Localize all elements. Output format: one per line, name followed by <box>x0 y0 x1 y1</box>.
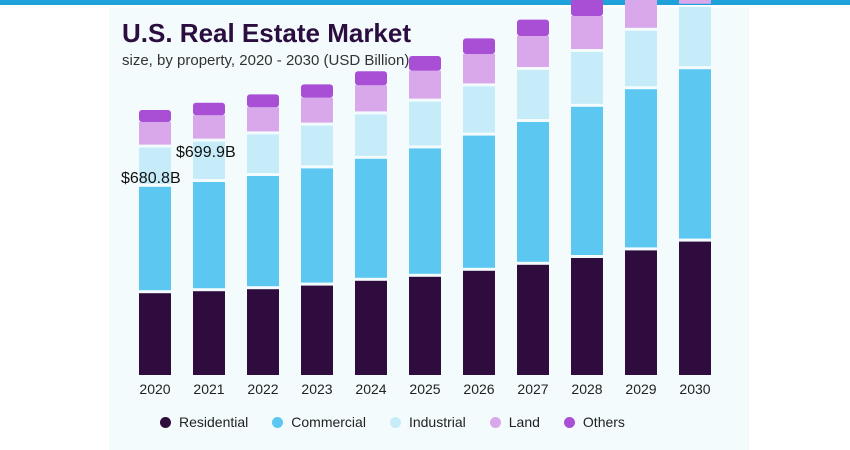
bar-residential-2030 <box>679 241 711 375</box>
bar-residential-2024 <box>355 280 387 375</box>
legend-swatch <box>563 416 575 428</box>
x-tick-label: 2027 <box>517 381 548 397</box>
bar-residential-2029 <box>625 250 657 375</box>
bar-land-2029 <box>625 0 657 28</box>
bar-commercial-2030 <box>679 69 711 239</box>
bar-commercial-2020 <box>139 186 171 291</box>
bar-land-2027 <box>517 36 549 67</box>
bar-others-2028 <box>571 0 603 16</box>
bar-land-2028 <box>571 16 603 49</box>
bar-industrial-2026 <box>463 86 495 133</box>
bar-land-2025 <box>409 70 441 99</box>
chart-legend: Residential Commercial Industrial Land Other… <box>160 412 720 432</box>
x-tick-label: 2023 <box>301 381 332 397</box>
bar-land-2021 <box>193 115 225 139</box>
legend-label: Industrial <box>408 414 466 430</box>
bar-residential-2022 <box>247 289 279 375</box>
bar-others-2027 <box>517 19 549 36</box>
legend-item-residential: Residential <box>160 414 248 430</box>
annotation-2021-total: $699.9B <box>176 144 236 161</box>
bar-industrial-2027 <box>517 70 549 119</box>
bar-commercial-2022 <box>247 176 279 287</box>
bar-industrial-2023 <box>301 125 333 166</box>
bar-industrial-2025 <box>409 101 441 146</box>
bar-commercial-2028 <box>571 106 603 255</box>
x-tick-label: 2030 <box>679 381 710 397</box>
bar-residential-2021 <box>193 291 225 375</box>
bar-industrial-2022 <box>247 134 279 173</box>
x-tick-label: 2028 <box>571 381 602 397</box>
bar-commercial-2023 <box>301 168 333 283</box>
x-tick-label: 2020 <box>139 381 170 397</box>
legend-label: Others <box>582 414 625 430</box>
x-tick-label: 2021 <box>193 381 224 397</box>
bar-land-2022 <box>247 107 279 132</box>
bar-commercial-2026 <box>463 135 495 268</box>
bar-industrial-2029 <box>625 30 657 87</box>
bar-commercial-2029 <box>625 89 657 248</box>
legend-label: Land <box>508 414 540 430</box>
legend-swatch <box>389 416 401 428</box>
bar-land-2026 <box>463 54 495 84</box>
x-tick-label: 2022 <box>247 381 278 397</box>
legend-label: Residential <box>179 414 249 430</box>
bar-others-2024 <box>355 71 387 86</box>
bar-industrial-2030 <box>679 6 711 67</box>
bar-others-2021 <box>193 102 225 116</box>
bar-land-2024 <box>355 85 387 112</box>
legend-swatch <box>489 416 501 428</box>
bar-commercial-2024 <box>355 158 387 278</box>
bar-others-2022 <box>247 94 279 108</box>
bar-others-2020 <box>139 110 171 122</box>
x-tick-label: 2025 <box>409 381 440 397</box>
bar-land-2030 <box>679 0 711 4</box>
bar-commercial-2027 <box>517 122 549 262</box>
bar-industrial-2028 <box>571 52 603 104</box>
annotation-2020-total: $680.8B <box>121 170 181 187</box>
legend-item-others: Others <box>563 414 625 430</box>
bar-land-2023 <box>301 97 333 123</box>
bar-residential-2020 <box>139 293 171 375</box>
legend-swatch <box>160 416 171 428</box>
x-tick-label: 2026 <box>463 381 494 397</box>
legend-item-commercial: Commercial <box>272 414 366 430</box>
x-tick-label: 2029 <box>625 381 656 397</box>
bar-industrial-2021 <box>193 141 225 179</box>
bar-residential-2025 <box>409 276 441 375</box>
x-tick-label: 2024 <box>355 381 386 397</box>
bar-residential-2026 <box>463 270 495 375</box>
legend-item-industrial: Industrial <box>389 414 466 430</box>
bar-others-2023 <box>301 84 333 98</box>
bar-residential-2027 <box>517 264 549 375</box>
bar-residential-2028 <box>571 258 603 375</box>
legend-swatch <box>272 416 284 428</box>
bar-residential-2023 <box>301 285 333 375</box>
chart-subtitle: size, by property, 2020 - 2030 (USD Bill… <box>122 52 410 69</box>
top-accent-bar <box>0 0 850 5</box>
legend-label: Commercial <box>291 414 366 430</box>
legend-item-land: Land <box>489 414 540 430</box>
bar-commercial-2021 <box>193 182 225 289</box>
bar-industrial-2024 <box>355 114 387 156</box>
bar-land-2020 <box>139 122 171 145</box>
bar-others-2025 <box>409 56 441 71</box>
bar-commercial-2025 <box>409 148 441 274</box>
bar-others-2026 <box>463 38 495 54</box>
chart-title: U.S. Real Estate Market <box>122 18 412 48</box>
bar-industrial-2020 <box>139 147 171 184</box>
